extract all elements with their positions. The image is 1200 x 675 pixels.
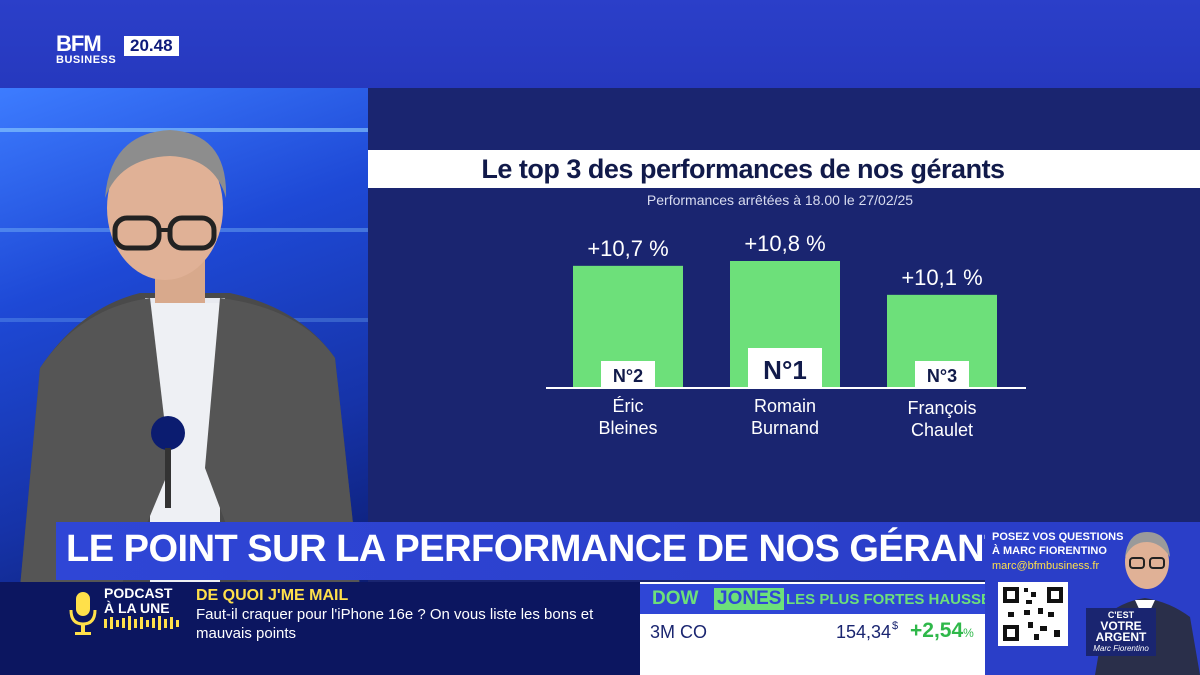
market-header [640, 584, 985, 614]
show-logo: C'EST VOTRE ARGENT Marc Fiorentino [1086, 608, 1156, 656]
category-label: Romain [754, 396, 816, 416]
qr-code-icon [998, 582, 1068, 646]
stock-change: +2,54% [910, 619, 974, 643]
logo-subtext: BUSINESS [56, 54, 117, 66]
show-logo-signature: Marc Fiorentino [1093, 644, 1149, 653]
chart-subtitle: Performances arrêtées à 18.00 le 27/02/2… [646, 192, 914, 208]
stock-currency: $ [892, 620, 899, 632]
show-logo-line1: C'EST [1107, 610, 1135, 620]
rank-badge [601, 361, 655, 388]
podcast-description: Faut-il craquer pour l'iPhone 16e ? On v… [196, 606, 594, 642]
show-logo-line3: ARGENT [1095, 630, 1147, 644]
lower-third-headline: LE POINT SUR LA PERFORMANCE DE NOS GÉRAN… [66, 528, 1032, 570]
category-label: Burnand [751, 418, 819, 438]
podcast-label-line2: À LA UNE [104, 600, 170, 616]
category-label: Chaulet [911, 420, 973, 440]
bar-value-label: +10,1 % [901, 265, 982, 290]
stock-change-unit: % [963, 626, 974, 640]
stock-value: 154,34 [836, 622, 892, 642]
chart-title-banner [368, 150, 1200, 188]
contact-text: POSEZ VOS QUESTIONS À MARC FIORENTINO [992, 530, 1123, 558]
bar-value-label: +10,7 % [587, 236, 668, 261]
rank-label: N°3 [927, 366, 957, 386]
clock: 20.48 [124, 36, 179, 56]
category-label: François [907, 398, 976, 418]
studio-light-stripe [0, 128, 370, 132]
microphone-icon [69, 592, 97, 635]
market-index-name: DOW [652, 588, 699, 609]
stock-name: 3M CO [650, 622, 708, 642]
category-label: Éric [613, 396, 644, 416]
podcast-title: DE QUOI J'ME MAIL [196, 587, 349, 604]
podcast-ticker [0, 582, 640, 675]
stock-change-value: +2,54 [910, 619, 964, 642]
rank-label: N°2 [613, 366, 643, 386]
lower-third-bar [56, 522, 986, 580]
category-label: Bleines [598, 418, 657, 438]
contact-email: marc@bfmbusiness.fr [992, 560, 1100, 572]
chart-title: Le top 3 des performances de nos gérants [481, 154, 1005, 184]
podcast-label: PODCAST À LA UNE [104, 586, 184, 633]
channel-logo: BFM BUSINESS [56, 31, 117, 67]
market-heading: LES PLUS FORTES HAUSSES [786, 591, 1002, 608]
logo-text: BFM [56, 31, 102, 56]
rank-badge [748, 348, 822, 388]
market-index-name-2: JONES [714, 588, 785, 610]
bar-value-label: +10,8 % [744, 231, 825, 256]
audio-wave-icon [104, 616, 179, 630]
contact-line2: À MARC FIORENTINO [992, 545, 1107, 557]
podcast-label-line1: PODCAST [104, 585, 173, 601]
show-logo-line2: VOTRE [1100, 619, 1142, 633]
contact-line1: POSEZ VOS QUESTIONS [992, 531, 1124, 543]
rank-badge [915, 361, 969, 388]
rank-label: N°1 [763, 355, 807, 385]
